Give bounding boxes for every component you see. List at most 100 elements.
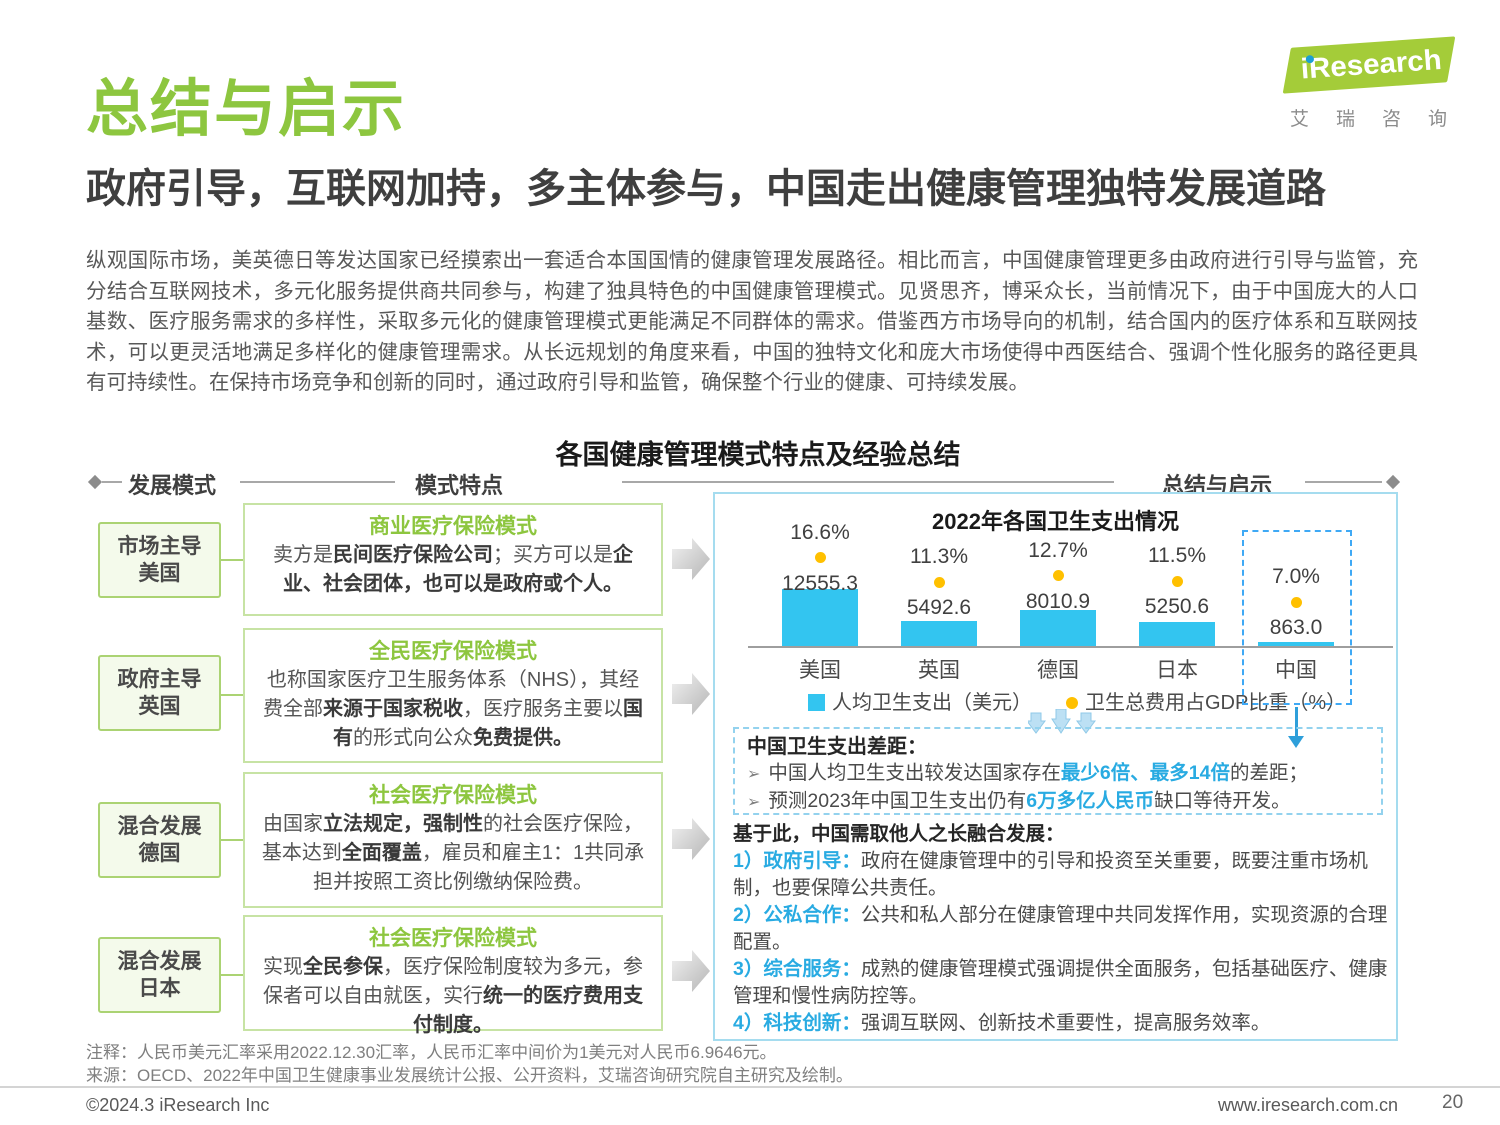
header-line: [102, 481, 122, 483]
feature-box-usa: 商业医疗保险模式 卖方是民间医疗保险公司；买方可以是企业、社会团体，也可以是政府…: [243, 503, 663, 616]
bullet-arrow-icon: ➢: [747, 794, 761, 811]
gdp-dot-中国: [1290, 596, 1302, 608]
bar-中国: [1258, 642, 1334, 646]
note-line: 注释：人民币美元汇率采用2022.12.30汇率，人民币汇率中间价为1美元对人民…: [86, 1043, 777, 1062]
category-label-日本: 日本: [1156, 659, 1198, 682]
column-header-features: 模式特点: [415, 473, 504, 498]
insight-item-text: 强调互联网、创新技术重要性，提高服务效率。: [860, 1012, 1271, 1034]
summary-panel: 2022年各国卫生支出情况 16.6% 12555.3 11.3% 5492.6 12.…: [713, 492, 1398, 1041]
dot-legend-swatch-icon: [1066, 697, 1078, 709]
feature-box-japan: 社会医疗保险模式 实现全民参保，医疗保险制度较为多元，参保者可以自由就医，实行统…: [243, 915, 663, 1036]
legend-label: 人均卫生支出（美元）: [832, 692, 1032, 714]
header-line: [622, 481, 1114, 483]
logo-brand-text: iResearch: [1299, 44, 1443, 86]
bar-美国: [782, 589, 858, 646]
bar-英国: [901, 621, 977, 646]
flow-arrow-icon: [672, 818, 710, 860]
gdp-percent-label: 7.0%: [1272, 565, 1320, 588]
category-label-德国: 德国: [1037, 659, 1079, 682]
insight-item: 2）公私合作：公共和私人部分在健康管理中共同发挥作用，实现资源的合理配置。: [733, 902, 1388, 956]
iresearch-logo: iResearch 艾瑞咨询: [1278, 36, 1478, 138]
logo-parallelogram: iResearch: [1282, 36, 1456, 94]
insight-item-text: 成熟的健康管理模式强调提供全面服务，包括基础医疗、健康管理和慢性病防控等。: [733, 958, 1388, 1007]
intro-paragraph: 纵观国际市场，美英德日等发达国家已经摸索出一套适合本国国情的健康管理发展路径。相…: [86, 249, 1418, 394]
china-gap-box: 中国卫生支出差距： ➢ 中国人均卫生支出较发达国家存在最少6倍、最多14倍的差距；…: [733, 727, 1383, 815]
legend-item-dot: 卫生总费用占GDP比重（%）: [1066, 686, 1346, 715]
gdp-percent-label: 16.6%: [790, 520, 850, 544]
footer-divider: [0, 1086, 1500, 1088]
insight-item-label: 1）政府引导：: [733, 850, 861, 872]
footer-website: www.iresearch.com.cn: [1217, 1095, 1398, 1115]
model-description: 由国家立法规定，强制性的社会医疗保险，基本达到全面覆盖，雇员和雇主1：1共同承担…: [261, 813, 645, 893]
china-pointer-arrowhead-icon: [1288, 736, 1304, 748]
model-description: 也称国家医疗卫生服务体系（NHS），其经费全部来源于国家税收，医疗服务主要以国有…: [263, 669, 643, 749]
diamond-arrow-right-icon: [1385, 474, 1401, 490]
gdp-dot-美国: [814, 552, 826, 564]
page-number: 20: [1442, 1092, 1464, 1113]
insight-item-label: 4）科技创新：: [733, 1012, 861, 1034]
connector-line: [221, 559, 245, 561]
mode-box-usa: 市场主导 美国: [98, 522, 221, 598]
model-description: 卖方是民间医疗保险公司；买方可以是企业、社会团体，也可以是政府或个人。: [273, 544, 633, 595]
mode-label: 市场主导: [117, 535, 202, 558]
category-label-中国: 中国: [1275, 659, 1317, 682]
bar-legend-swatch-icon: [808, 694, 825, 711]
model-title: 社会医疗保险模式: [369, 784, 537, 807]
header-line: [1305, 481, 1382, 483]
diagram-title: 各国健康管理模式特点及经验总结: [555, 440, 961, 470]
category-label-英国: 英国: [918, 659, 960, 682]
mode-label: 混合发展: [117, 950, 202, 973]
gap-bullet-text: 中国人均卫生支出较发达国家存在最少6倍、最多14倍的差距；: [768, 762, 1308, 784]
page-subtitle: 政府引导，互联网加持，多主体参与，中国走出健康管理独特发展道路: [86, 167, 1326, 211]
gap-box-title: 中国卫生支出差距：: [747, 736, 927, 758]
mode-box-germany: 混合发展 德国: [98, 802, 221, 878]
country-label: 日本: [138, 977, 181, 1000]
country-label: 美国: [138, 562, 181, 585]
gdp-percent-label: 11.3%: [910, 545, 968, 569]
gdp-percent-label: 11.5%: [1148, 544, 1206, 568]
model-title: 全民医疗保险模式: [369, 640, 537, 663]
spend-value-label: 863.0: [1269, 616, 1323, 639]
country-label: 英国: [138, 695, 181, 718]
mode-box-japan: 混合发展 日本: [98, 937, 221, 1013]
insight-item-label: 2）公私合作：: [733, 904, 861, 926]
flow-arrow-icon: [672, 673, 710, 715]
insight-item-label: 3）综合服务：: [733, 958, 861, 980]
gap-bullet: ➢ 预测2023年中国卫生支出仍有6万多亿人民币缺口等待开发。: [747, 788, 1369, 816]
mode-box-uk: 政府主导 英国: [98, 655, 221, 731]
chart-title: 2022年各国卫生支出情况: [932, 509, 1179, 534]
insight-item: 4）科技创新：强调互联网、创新技术重要性，提高服务效率。: [733, 1010, 1388, 1037]
diamond-arrow-left-icon: [87, 474, 103, 490]
spend-value-label: 5250.6: [1144, 595, 1210, 619]
bullet-arrow-icon: ➢: [747, 766, 761, 783]
china-pointer-arrow: [1295, 707, 1298, 737]
gap-bullet-text: 预测2023年中国卫生支出仍有6万多亿人民币缺口等待开发。: [768, 790, 1291, 812]
spend-value-label: 8010.9: [1025, 589, 1091, 613]
spend-value-label: 12555.3: [782, 571, 858, 595]
insight-item: 1）政府引导：政府在健康管理中的引导和投资至关重要，既要注重市场机制，也要保障公…: [733, 848, 1388, 902]
connector-line: [221, 694, 245, 696]
chart-plot: 16.6% 12555.3 11.3% 5492.6 12.7% 8010.9 11.5% 5…: [715, 494, 1395, 648]
connector-line: [221, 974, 245, 976]
flow-arrow-icon: [672, 538, 710, 580]
legend-item-bar: 人均卫生支出（美元）: [808, 686, 1032, 715]
feature-box-germany: 社会医疗保险模式 由国家立法规定，强制性的社会医疗保险，基本达到全面覆盖，雇员和…: [243, 772, 663, 908]
insight-item-text: 政府在健康管理中的引导和投资至关重要，既要注重市场机制，也要保障公共责任。: [733, 850, 1368, 899]
gdp-dot-德国: [1052, 570, 1064, 582]
bar-日本: [1139, 622, 1215, 646]
column-header-mode: 发展模式: [128, 473, 217, 498]
country-label: 德国: [138, 842, 181, 865]
header-line: [240, 481, 395, 483]
insight-item: 3）综合服务：成熟的健康管理模式强调提供全面服务，包括基础医疗、健康管理和慢性病…: [733, 956, 1388, 1010]
insight-item-text: 公共和私人部分在健康管理中共同发挥作用，实现资源的合理配置。: [733, 904, 1388, 953]
model-title: 社会医疗保险模式: [369, 927, 537, 950]
spend-value-label: 5492.6: [906, 596, 972, 620]
footer-copyright: ©2024.3 iResearch Inc: [86, 1095, 270, 1115]
model-description: 实现全民参保，医疗保险制度较为多元，参保者可以自由就医，实行统一的医疗费用支付制…: [263, 956, 643, 1036]
source-line: 来源：OECD、2022年中国卫生健康事业发展统计公报、公开资料，艾瑞咨询研究院…: [86, 1066, 853, 1085]
legend-label: 卫生总费用占GDP比重（%）: [1085, 692, 1347, 714]
category-label-美国: 美国: [799, 659, 841, 682]
page-title: 总结与启示: [86, 75, 407, 144]
logo-caption: 艾瑞咨询: [1290, 109, 1475, 130]
